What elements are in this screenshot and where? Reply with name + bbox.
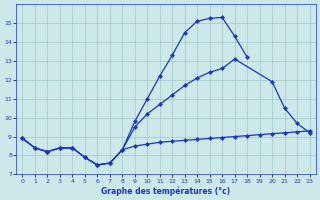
X-axis label: Graphe des températures (°c): Graphe des températures (°c) xyxy=(101,186,231,196)
